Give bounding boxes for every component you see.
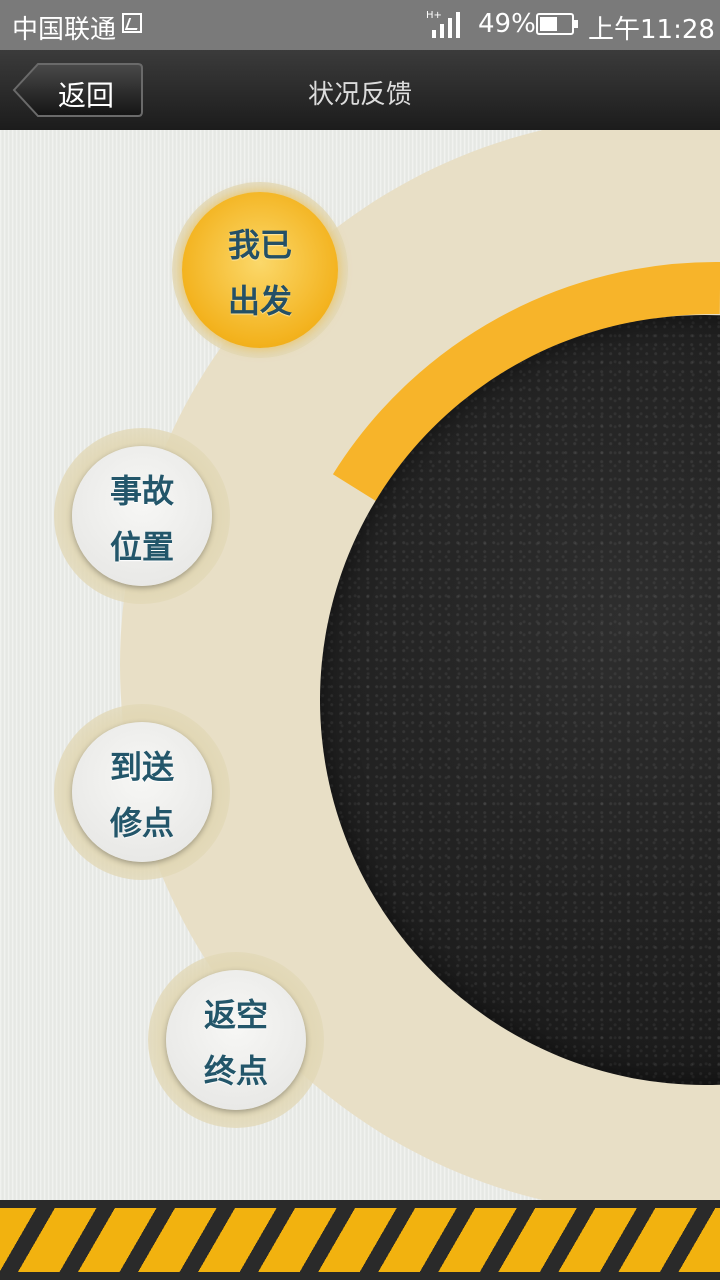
arrived-repair-point-button[interactable]: 到送 修点 (54, 704, 230, 880)
main-panel: 我已 出发 事故 位置 到送 修点 返空 终点 (0, 130, 720, 1200)
progress-arc (332, 261, 720, 502)
departed-button-label-line1: 我已 (227, 226, 292, 264)
accident-location-label-line1: 事故 (109, 472, 174, 510)
signal-strength-icon: H+ (426, 10, 460, 38)
back-button[interactable]: 返回 (12, 62, 144, 118)
network-type: H+ (426, 10, 442, 21)
battery-icon (536, 13, 578, 35)
return-empty-label-line2: 终点 (203, 1052, 268, 1090)
accident-location-button[interactable]: 事故 位置 (54, 428, 230, 604)
back-arrow-icon (12, 63, 143, 117)
hazard-stripe-footer (0, 1200, 720, 1280)
return-empty-label-line1: 返空 (203, 996, 268, 1034)
title-bar: 返回 状况反馈 (0, 50, 720, 130)
accident-location-label-line2: 位置 (109, 528, 174, 566)
departed-button[interactable]: 我已 出发 (172, 182, 348, 358)
clock: 上午11:28 (588, 15, 715, 45)
page-title: 状况反馈 (307, 80, 412, 110)
image-notification-icon (122, 13, 142, 33)
return-empty-endpoint-button[interactable]: 返空 终点 (148, 952, 324, 1128)
battery-percent: 49% (478, 9, 536, 39)
status-bar: 中国联通 H+ 49% 上午11:28 (0, 0, 720, 50)
back-button-label: 返回 (58, 79, 115, 112)
carrier-name: 中国联通 (12, 15, 117, 45)
arrived-repair-label-line2: 修点 (109, 804, 174, 842)
arrived-repair-label-line1: 到送 (109, 748, 174, 786)
departed-button-label-line2: 出发 (227, 282, 292, 320)
